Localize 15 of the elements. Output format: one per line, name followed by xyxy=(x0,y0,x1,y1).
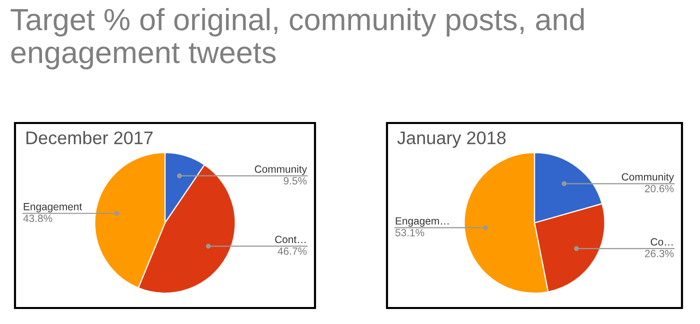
data-label: 20.6% xyxy=(644,184,674,192)
slice-label: Community xyxy=(622,172,674,183)
slice-label: Community xyxy=(254,165,307,175)
slice-label: Cont… xyxy=(275,236,306,244)
data-label: 46.7% xyxy=(278,247,307,255)
slice-label: Co… xyxy=(650,238,673,246)
data-label: 43.8% xyxy=(23,214,52,222)
chart-title: January 2018 xyxy=(397,131,506,148)
text: Target % of original, community posts, and engagement tweets xyxy=(10,8,584,70)
chart-title: December 2017 xyxy=(26,131,153,144)
slice-label: Engagement xyxy=(24,203,82,212)
data-label: 53.1% xyxy=(395,228,424,236)
slice-label: Engagem… xyxy=(396,217,449,227)
data-label: 26.3% xyxy=(644,250,674,258)
data-label: 9.5% xyxy=(284,177,307,185)
